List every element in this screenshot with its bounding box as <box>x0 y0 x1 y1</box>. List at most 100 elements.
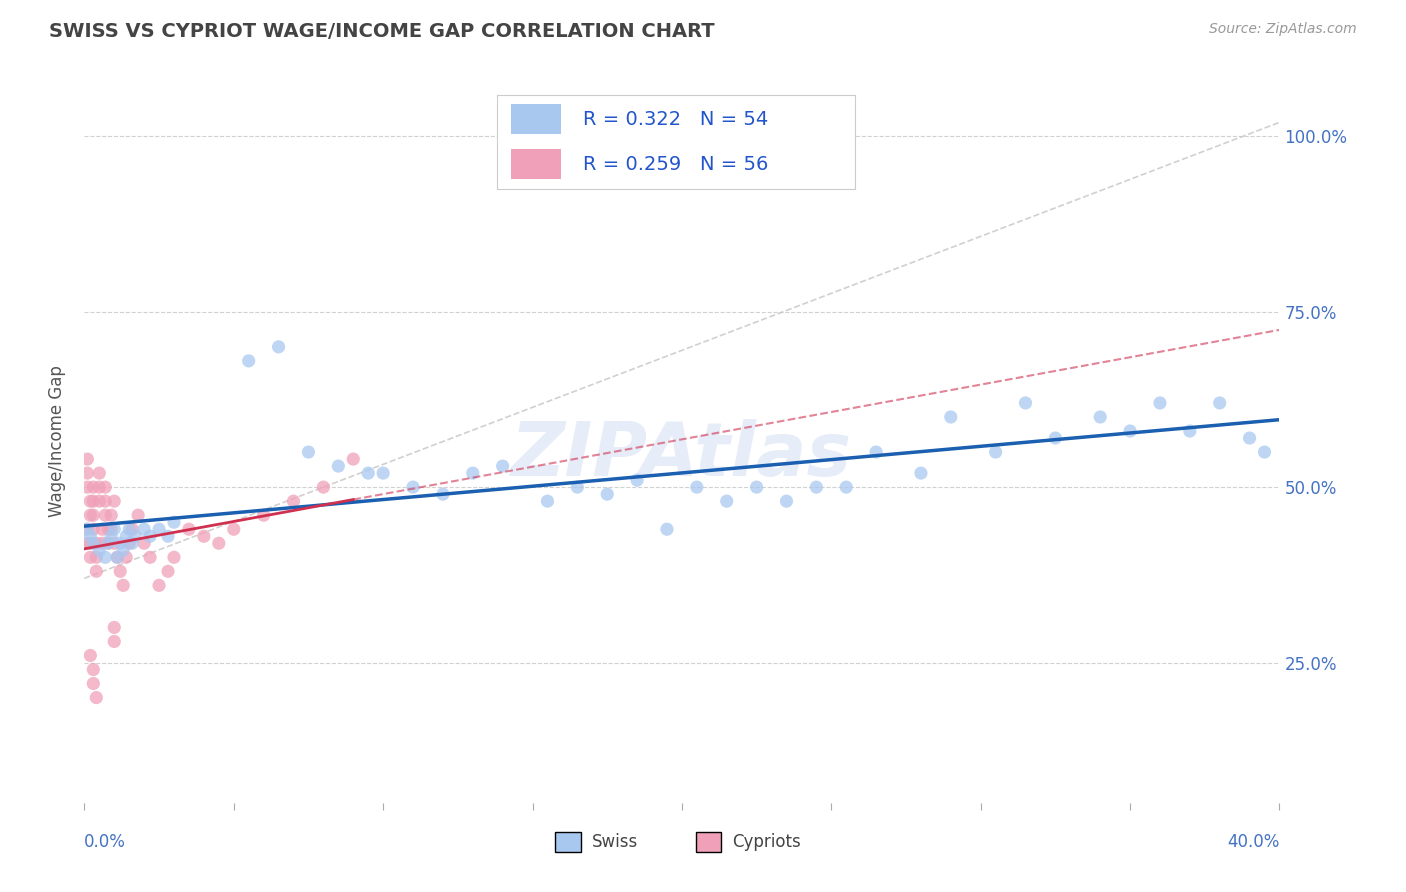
Point <box>253 508 276 523</box>
Point <box>91 522 114 536</box>
Point <box>342 452 364 467</box>
Point <box>596 487 619 501</box>
Point <box>103 634 125 648</box>
Point <box>127 508 149 523</box>
Point <box>105 550 128 565</box>
Point <box>626 473 648 487</box>
Point <box>79 494 101 508</box>
Point <box>148 578 170 592</box>
Point <box>121 522 143 536</box>
Text: Swiss: Swiss <box>592 833 638 851</box>
Point <box>118 536 141 550</box>
Point <box>86 564 108 578</box>
Point <box>238 354 260 368</box>
Point <box>97 536 120 550</box>
Point <box>373 466 395 480</box>
Point <box>110 536 132 550</box>
Point <box>267 340 290 354</box>
Point <box>82 508 104 523</box>
Point <box>163 550 186 565</box>
Point <box>910 466 932 480</box>
Point <box>432 487 454 501</box>
Point <box>1239 431 1261 445</box>
Point <box>139 550 162 565</box>
Point <box>208 536 231 550</box>
Point <box>94 550 117 565</box>
Point <box>103 522 125 536</box>
Point <box>100 508 122 523</box>
Point <box>283 494 305 508</box>
Point <box>79 508 101 523</box>
Point <box>461 466 484 480</box>
Point <box>79 529 101 543</box>
Point <box>100 529 122 543</box>
Point <box>402 480 425 494</box>
Point <box>124 529 146 543</box>
Point <box>76 466 98 480</box>
Point <box>79 648 101 663</box>
Point <box>163 515 186 529</box>
Point <box>76 522 98 536</box>
Point <box>76 522 98 536</box>
Point <box>1178 424 1201 438</box>
Point <box>157 529 180 543</box>
Point <box>82 480 104 494</box>
Text: 40.0%: 40.0% <box>1227 833 1279 851</box>
Point <box>100 522 122 536</box>
Point <box>105 550 128 565</box>
Point <box>177 522 200 536</box>
Point <box>76 480 98 494</box>
Point <box>775 494 797 508</box>
Point <box>157 564 180 578</box>
Point <box>86 550 108 565</box>
Point <box>492 459 515 474</box>
Point <box>222 522 245 536</box>
Point <box>103 494 125 508</box>
Point <box>716 494 738 508</box>
Point <box>132 536 156 550</box>
Point <box>148 522 170 536</box>
Point <box>1090 409 1112 424</box>
Point <box>297 445 319 459</box>
Point <box>82 494 104 508</box>
Point <box>115 529 138 543</box>
Point <box>86 536 108 550</box>
Point <box>132 522 156 536</box>
Point <box>118 522 141 536</box>
Point <box>939 409 962 424</box>
Point <box>193 529 215 543</box>
Point <box>312 480 335 494</box>
Text: ZIPAtlas: ZIPAtlas <box>512 419 852 492</box>
Point <box>357 466 380 480</box>
Point <box>86 690 108 705</box>
Point <box>94 508 117 523</box>
Text: Source: ZipAtlas.com: Source: ZipAtlas.com <box>1209 22 1357 37</box>
Point <box>835 480 858 494</box>
Point <box>115 550 138 565</box>
Point <box>1149 396 1171 410</box>
Point <box>1119 424 1142 438</box>
Text: 0.0%: 0.0% <box>84 833 127 851</box>
Text: SWISS VS CYPRIOT WAGE/INCOME GAP CORRELATION CHART: SWISS VS CYPRIOT WAGE/INCOME GAP CORRELA… <box>49 22 714 41</box>
Point <box>655 522 678 536</box>
Point <box>110 564 132 578</box>
Point <box>103 620 125 634</box>
Point <box>1253 445 1275 459</box>
Point <box>82 522 104 536</box>
Point <box>806 480 828 494</box>
Point <box>112 543 135 558</box>
Point <box>76 536 98 550</box>
Point <box>82 676 104 690</box>
Point <box>536 494 558 508</box>
Point <box>82 536 104 550</box>
Point <box>686 480 709 494</box>
Point <box>745 480 768 494</box>
Point <box>865 445 887 459</box>
Point <box>89 543 111 558</box>
Point <box>82 663 104 677</box>
Point <box>94 480 117 494</box>
Point <box>1209 396 1232 410</box>
Point <box>97 522 120 536</box>
Point <box>103 536 125 550</box>
Point <box>1045 431 1067 445</box>
